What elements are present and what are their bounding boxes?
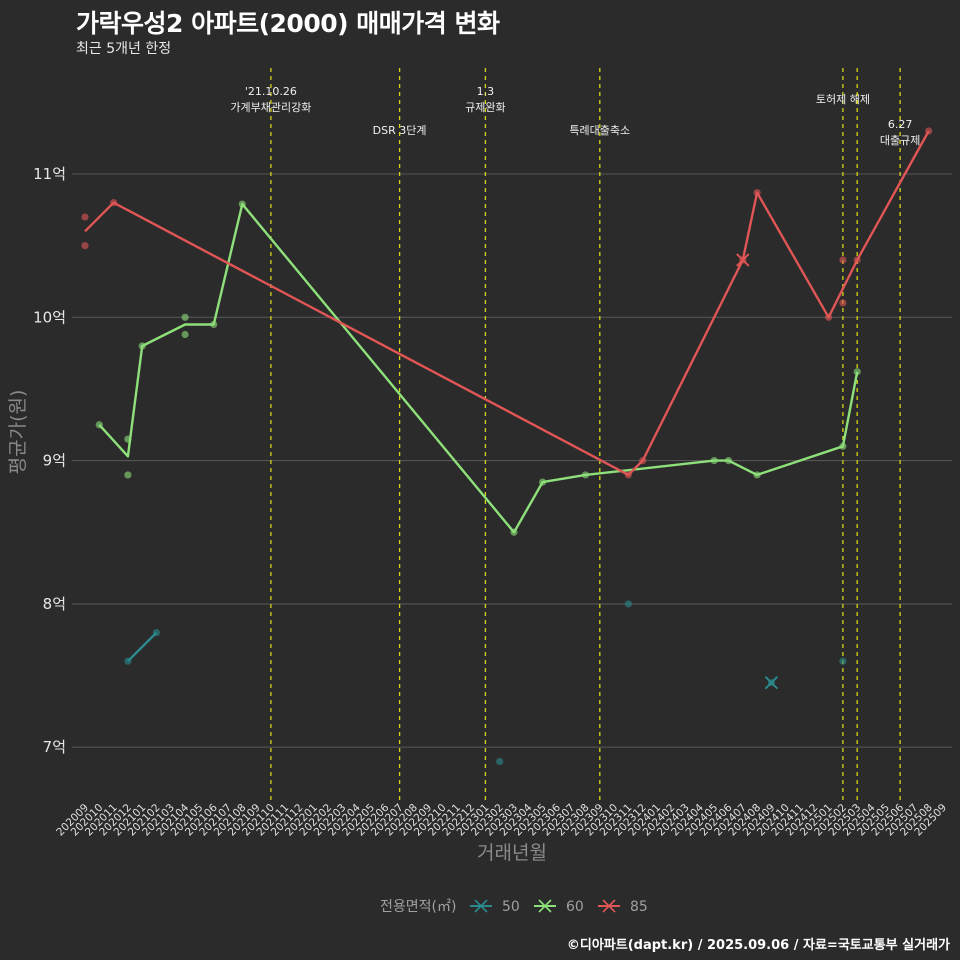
data-point-85: [624, 471, 633, 479]
data-point-60: [181, 330, 189, 339]
data-point-60: [581, 471, 590, 479]
data-point-85: [925, 127, 933, 135]
series-line-85: [84, 130, 930, 477]
chart-title: 가락우성2 아파트(2000) 매매가격 변화: [76, 9, 500, 38]
data-point-60: [710, 457, 718, 465]
event-label: 대출규제: [880, 134, 920, 147]
data-point-60: [724, 457, 733, 465]
cross-marker-50: [764, 676, 779, 690]
series-line-50: [127, 631, 158, 663]
y-tick-label: 11억: [33, 165, 66, 183]
event-label: 6.27: [888, 118, 913, 131]
data-point-85: [81, 213, 89, 221]
legend-key-cross: [538, 899, 552, 913]
data-point-60: [753, 471, 761, 479]
legend-key-cross: [602, 899, 616, 913]
grid-layer: [72, 173, 952, 748]
y-axis-label: 평균가(원): [7, 390, 29, 475]
data-point-50: [496, 757, 504, 766]
data-point-85: [839, 256, 847, 264]
legend-label-85: 85: [630, 899, 648, 915]
data-point-60: [853, 368, 861, 376]
data-point-85: [839, 299, 847, 307]
data-point-60: [138, 342, 146, 350]
y-tick-label: 9억: [43, 452, 66, 470]
data-point-60: [238, 200, 246, 208]
data-point-85: [81, 242, 89, 250]
data-point-50: [624, 600, 633, 608]
legend-key-cross: [474, 899, 488, 913]
y-tick-label: 7억: [43, 738, 66, 756]
data-point-85: [853, 256, 861, 264]
data-point-60: [95, 421, 103, 429]
data-point-50: [839, 657, 847, 665]
series-layer: [81, 127, 933, 766]
legend-title: 전용면적(㎡): [380, 899, 456, 915]
data-point-50: [152, 628, 161, 637]
data-point-60: [124, 435, 132, 443]
event-label: DSR 3단계: [373, 124, 427, 137]
cross-marker-85: [736, 253, 750, 267]
data-point-85: [639, 457, 647, 465]
legend-label-50: 50: [502, 899, 520, 915]
event-label: 1.3: [477, 85, 495, 98]
data-point-60: [181, 313, 189, 321]
source-caption: ©디아파트(dapt.kr) / 2025.09.06 / 자료=국토교통부 실…: [566, 938, 950, 953]
event-label: 토허제 해제: [816, 92, 870, 106]
event-label: 규제완화: [465, 101, 505, 114]
data-point-60: [210, 320, 218, 329]
data-point-60: [124, 471, 132, 479]
data-point-85: [110, 199, 118, 207]
event-label: 가계부채관리강화: [230, 101, 311, 114]
y-tick-labels: 7억 8억 9억 10억 11억: [33, 165, 66, 756]
data-point-85: [825, 313, 833, 321]
data-point-60: [839, 442, 847, 450]
event-label: '21.10.26: [245, 85, 297, 98]
legend: 전용면적(㎡) 50 60 85: [380, 899, 648, 915]
series-line-60: [98, 202, 859, 534]
chart-subtitle: 최근 5개년 한정: [76, 41, 172, 57]
x-axis-label: 거래년월: [477, 842, 547, 864]
data-point-50: [124, 657, 132, 665]
x-tick-labels: 2020092020102020112020122021012021022021…: [54, 801, 949, 838]
event-label: 특례대출축소: [569, 124, 630, 137]
y-tick-label: 10억: [33, 308, 66, 326]
y-tick-label: 8억: [43, 595, 66, 613]
data-point-60: [510, 528, 518, 536]
legend-label-60: 60: [566, 899, 584, 915]
data-point-60: [539, 478, 547, 486]
data-point-85: [753, 189, 761, 197]
